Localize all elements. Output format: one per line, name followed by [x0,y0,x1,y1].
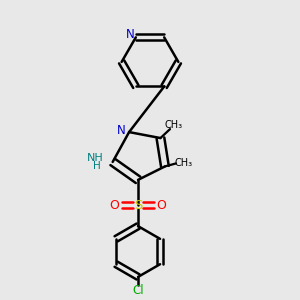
Text: S: S [134,199,142,212]
Text: O: O [157,199,166,212]
Text: Cl: Cl [132,284,144,297]
Text: CH₃: CH₃ [175,158,193,168]
Text: O: O [110,199,119,212]
Text: N: N [126,28,135,41]
Text: CH₃: CH₃ [165,120,183,130]
Text: NH: NH [86,153,103,164]
Text: H: H [93,161,101,171]
Text: N: N [117,124,126,137]
